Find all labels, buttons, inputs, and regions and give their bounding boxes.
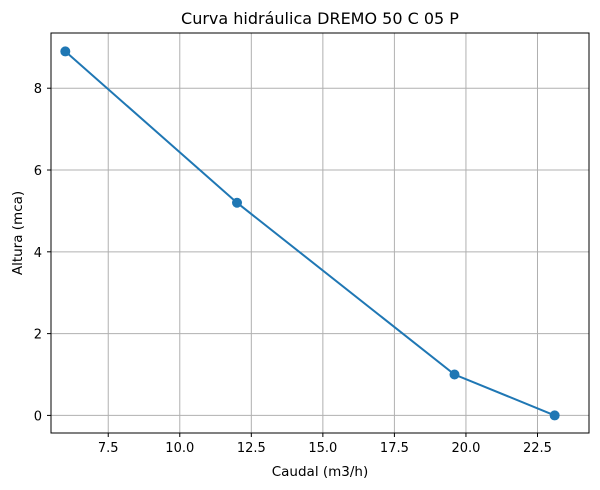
data-point-marker [449,369,460,380]
data-point-marker [232,197,243,208]
y-axis-ticks: 0 2 4 6 8 [34,82,51,424]
x-tick-label: 12.5 [237,441,266,456]
x-axis-label: Caudal (m3/h) [272,464,369,480]
data-point-marker [60,46,71,57]
y-tick-label: 8 [34,82,42,97]
series-line [64,50,556,417]
x-tick-label: 22.5 [523,441,552,456]
x-tick-label: 20.0 [451,441,480,456]
x-tick-label: 10.0 [165,441,194,456]
y-tick-label: 6 [34,164,42,179]
grid-lines [51,33,589,433]
data-point-marker [549,410,560,421]
chart-title: Curva hidráulica DREMO 50 C 05 P [181,9,459,28]
y-tick-label: 0 [34,409,42,424]
x-tick-label: 15.0 [308,441,337,456]
x-tick-label: 7.5 [98,441,119,456]
axes-frame [50,32,590,434]
y-tick-label: 4 [34,246,42,261]
data-series [60,46,560,421]
x-tick-label: 17.5 [380,441,409,456]
y-tick-label: 2 [34,328,42,343]
y-axis-label: Altura (mca) [10,191,26,275]
x-axis-ticks: 7.5 10.0 12.5 15.0 17.5 20.0 22.5 [98,433,552,456]
